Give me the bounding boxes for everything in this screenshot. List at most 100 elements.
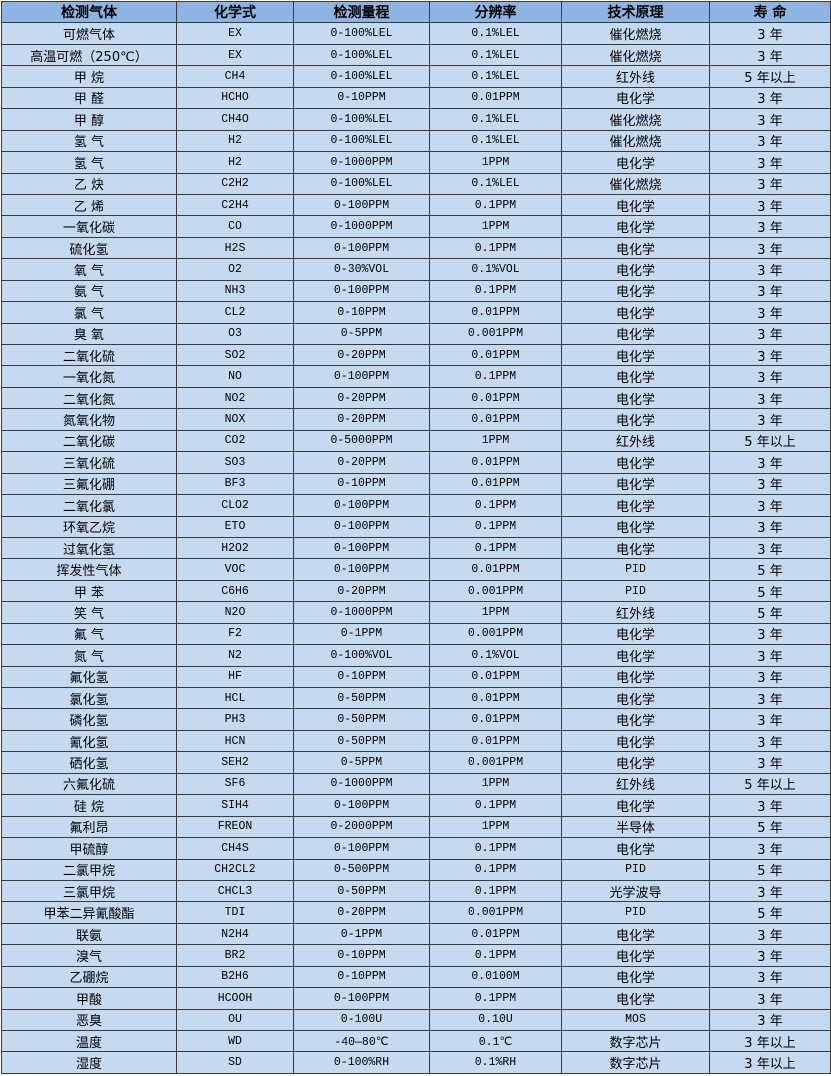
cell-resolution: 0.1PPM [429,858,562,881]
cell-lifespan: 3 年 [709,258,831,281]
table-row: 氮氧化物 NOX 0-20PPM 0.01PPM 电化学 3 年 [1,408,831,431]
table-row: 二氯甲烷 CH2CL2 0-500PPM 0.1PPM PID 5 年 [1,858,831,881]
cell-technology-principle: 电化学 [561,451,710,474]
cell-technology-principle: 红外线 [561,772,710,796]
cell-detection-range: 0-100%RH [293,1051,430,1074]
cell-chemical-formula: PH3 [176,708,294,731]
cell-resolution: 0.1%VOL [429,644,562,667]
cell-lifespan: 5 年以上 [709,772,831,796]
cell-chemical-formula: BR2 [176,944,294,967]
cell-detection-range: 0-50PPM [293,708,430,731]
cell-chemical-formula: SO2 [176,343,294,367]
cell-detection-range: 0-10PPM [293,86,430,110]
cell-gas-name: 磷化氢 [1,708,177,731]
cell-chemical-formula: VOC [176,558,294,581]
header-technology-principle: 技术原理 [561,0,710,24]
cell-gas-name: 氰化氢 [1,729,177,753]
cell-lifespan: 3 年 [709,322,831,346]
cell-chemical-formula: O3 [176,322,294,346]
cell-technology-principle: 电化学 [561,494,710,517]
cell-detection-range: 0-100PPM [293,558,430,581]
table-row: 硅 烷 SIH4 0-100PPM 0.1PPM 电化学 3 年 [1,794,831,817]
cell-technology-principle: 电化学 [561,258,710,281]
cell-lifespan: 3 年 [709,472,831,496]
cell-technology-principle: 电化学 [561,622,710,646]
cell-gas-name: 氯化氢 [1,686,177,710]
cell-lifespan: 3 年 [709,172,831,195]
cell-technology-principle: 催化燃烧 [561,108,710,131]
cell-detection-range: 0-1PPM [293,622,430,646]
cell-gas-name: 二氧化硫 [1,343,177,367]
cell-technology-principle: PID [561,558,710,581]
cell-resolution: 0.1℃ [429,1029,562,1053]
cell-chemical-formula: C2H4 [176,193,294,217]
cell-detection-range: 0-100PPM [293,794,430,817]
cell-detection-range: 0-100U [293,1008,430,1032]
cell-technology-principle: 数字芯片 [561,1029,710,1053]
cell-chemical-formula: C2H2 [176,172,294,195]
cell-gas-name: 联氨 [1,922,177,946]
table-row: 二氧化硫 SO2 0-20PPM 0.01PPM 电化学 3 年 [1,343,831,367]
cell-detection-range: 0-100PPM [293,494,430,517]
table-row: 氰化氢 HCN 0-50PPM 0.01PPM 电化学 3 年 [1,729,831,753]
cell-chemical-formula: ETO [176,515,294,538]
cell-gas-name: 氟 气 [1,622,177,646]
cell-technology-principle: 电化学 [561,944,710,967]
cell-detection-range: 0-5000PPM [293,429,430,453]
cell-chemical-formula: O2 [176,258,294,281]
cell-lifespan: 3 年 [709,794,831,817]
cell-lifespan: 3 年 [709,301,831,324]
cell-chemical-formula: CH4 [176,65,294,88]
table-row: 一氧化氮 NO 0-100PPM 0.1PPM 电化学 3 年 [1,365,831,388]
cell-resolution: 0.01PPM [429,558,562,581]
cell-detection-range: 0-20PPM [293,901,430,924]
cell-technology-principle: 电化学 [561,301,710,324]
cell-resolution: 0.1PPM [429,494,562,517]
cell-lifespan: 3 年 [709,622,831,646]
table-row: 可燃气体 EX 0-100%LEL 0.1%LEL 催化燃烧 3 年 [1,22,831,45]
cell-chemical-formula: WD [176,1029,294,1053]
cell-chemical-formula: CLO2 [176,494,294,517]
cell-gas-name: 高温可燃（250℃） [1,43,177,67]
cell-detection-range: 0-5PPM [293,751,430,774]
cell-lifespan: 3 年以上 [709,1051,831,1074]
table-row: 二氧化碳 CO2 0-5000PPM 1PPM 红外线 5 年以上 [1,429,831,453]
table-row: 氧 气 O2 0-30%VOL 0.1%VOL 电化学 3 年 [1,258,831,281]
cell-chemical-formula: H2S [176,236,294,260]
cell-detection-range: 0-100%LEL [293,43,430,67]
cell-detection-range: 0-50PPM [293,729,430,753]
cell-technology-principle: 电化学 [561,837,710,860]
cell-lifespan: 3 年 [709,644,831,667]
cell-technology-principle: 电化学 [561,151,710,174]
table-row: 六氟化硫 SF6 0-1000PPM 1PPM 红外线 5 年以上 [1,772,831,796]
cell-detection-range: 0-20PPM [293,408,430,431]
cell-technology-principle: 电化学 [561,386,710,410]
cell-technology-principle: 电化学 [561,279,710,303]
cell-technology-principle: 红外线 [561,65,710,88]
cell-detection-range: 0-20PPM [293,579,430,603]
cell-lifespan: 3 年 [709,451,831,474]
cell-lifespan: 3 年 [709,43,831,67]
table-row: 氟化氢 HF 0-10PPM 0.01PPM 电化学 3 年 [1,665,831,689]
cell-gas-name: 二氧化氯 [1,494,177,517]
cell-lifespan: 3 年 [709,879,831,903]
cell-gas-name: 温度 [1,1029,177,1053]
cell-technology-principle: MOS [561,1008,710,1032]
cell-gas-name: 三氧化硫 [1,451,177,474]
cell-technology-principle: 电化学 [561,236,710,260]
cell-chemical-formula: N2H4 [176,922,294,946]
cell-technology-principle: PID [561,901,710,924]
cell-technology-principle: 电化学 [561,987,710,1010]
cell-technology-principle: 电化学 [561,708,710,731]
cell-gas-name: 氮氧化物 [1,408,177,431]
cell-chemical-formula: C6H6 [176,579,294,603]
cell-lifespan: 3 年 [709,151,831,174]
table-row: 甲 醇 CH4O 0-100%LEL 0.1%LEL 催化燃烧 3 年 [1,108,831,131]
cell-detection-range: 0-100%VOL [293,644,430,667]
cell-chemical-formula: SEH2 [176,751,294,774]
cell-chemical-formula: HCOOH [176,987,294,1010]
cell-technology-principle: 电化学 [561,965,710,989]
table-row: 甲苯二异氰酸酯 TDI 0-20PPM 0.001PPM PID 5 年 [1,901,831,924]
cell-chemical-formula: CHCL3 [176,879,294,903]
header-row: 检测气体 化学式 检测量程 分辨率 技术原理寿 命 [1,0,831,24]
